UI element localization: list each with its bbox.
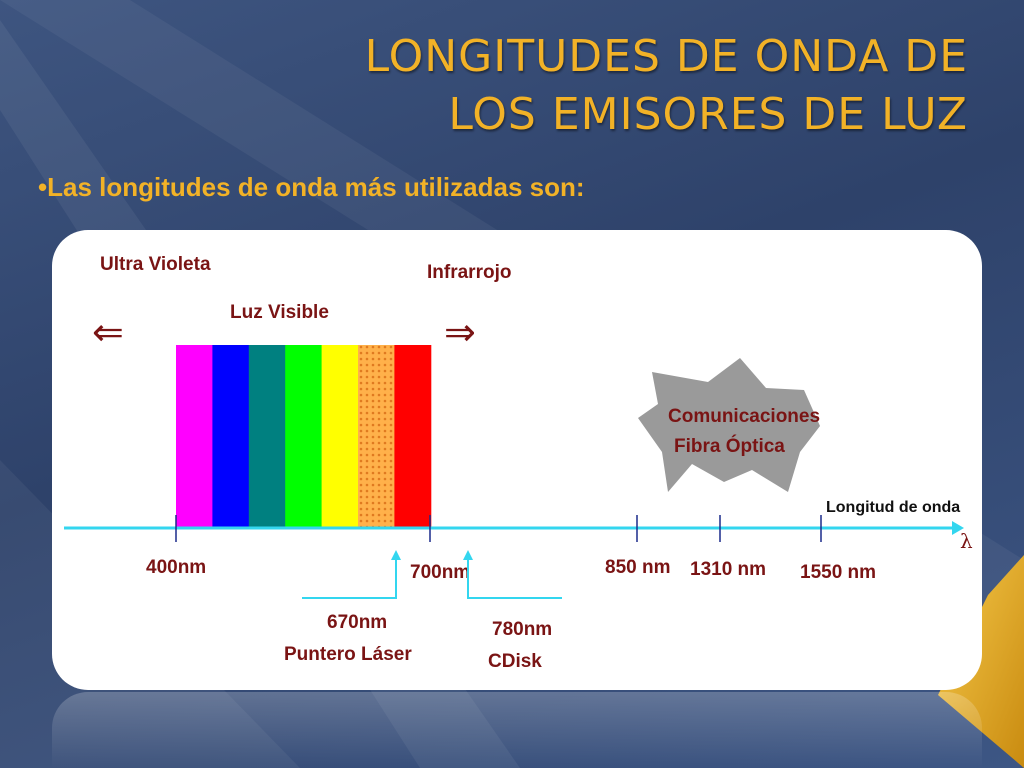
- bullet-text: •Las longitudes de onda más utilizadas s…: [38, 172, 585, 202]
- diagram-panel: Ultra Violeta Infrarrojo Luz Visible ⇐ ⇒…: [52, 230, 982, 690]
- spectrum-bar-2: [212, 345, 250, 527]
- page-title: LONGITUDES DE ONDA DE LOS EMISORES DE LU…: [365, 28, 968, 144]
- tick-label-400: 400nm: [146, 557, 206, 578]
- tick-label-700: 700nm: [410, 562, 470, 583]
- title-line-1: LONGITUDES DE ONDA DE: [364, 31, 968, 82]
- axis-arrowhead: [952, 521, 964, 535]
- cd-callout-arrowhead: [463, 550, 473, 560]
- cd-value: 780nm: [492, 619, 552, 640]
- spectrum-bar-3: [248, 345, 286, 527]
- right-arrow-icon: ⇒: [444, 312, 476, 354]
- spectrum-diagram: Ultra Violeta Infrarrojo Luz Visible ⇐ ⇒…: [64, 254, 973, 672]
- axis-label: Longitud de onda: [826, 499, 960, 516]
- visible-spectrum-bars: [176, 345, 432, 527]
- cd-name: CDisk: [488, 651, 542, 672]
- tick-label-850: 850 nm: [605, 557, 670, 578]
- ir-label: Infrarrojo: [427, 262, 511, 283]
- laser-name: Puntero Láser: [284, 644, 412, 665]
- comm-line-1: Comunicaciones: [668, 406, 820, 427]
- tick-label-1550: 1550 nm: [800, 562, 876, 583]
- spectrum-bar-1: [176, 345, 213, 527]
- spectrum-bar-5: [321, 345, 359, 527]
- spectrum-bar-7: [394, 345, 432, 527]
- spectrum-bar-4: [285, 345, 323, 527]
- left-arrow-icon: ⇐: [92, 312, 124, 354]
- title-line-2: LOS EMISORES DE LUZ: [448, 89, 968, 140]
- visible-label: Luz Visible: [230, 302, 329, 323]
- comm-line-2: Fibra Óptica: [674, 435, 785, 457]
- tick-label-1310: 1310 nm: [690, 559, 766, 580]
- cd-callout-arrow: [467, 556, 562, 599]
- laser-callout-arrowhead: [391, 550, 401, 560]
- communications-burst-shape: [638, 358, 820, 492]
- laser-callout-arrow: [302, 556, 397, 599]
- uv-label: Ultra Violeta: [100, 254, 211, 275]
- laser-value: 670nm: [327, 612, 387, 633]
- panel-reflection: [52, 692, 982, 768]
- lambda-symbol: λ: [960, 529, 973, 553]
- spectrum-bar-6: [358, 345, 395, 527]
